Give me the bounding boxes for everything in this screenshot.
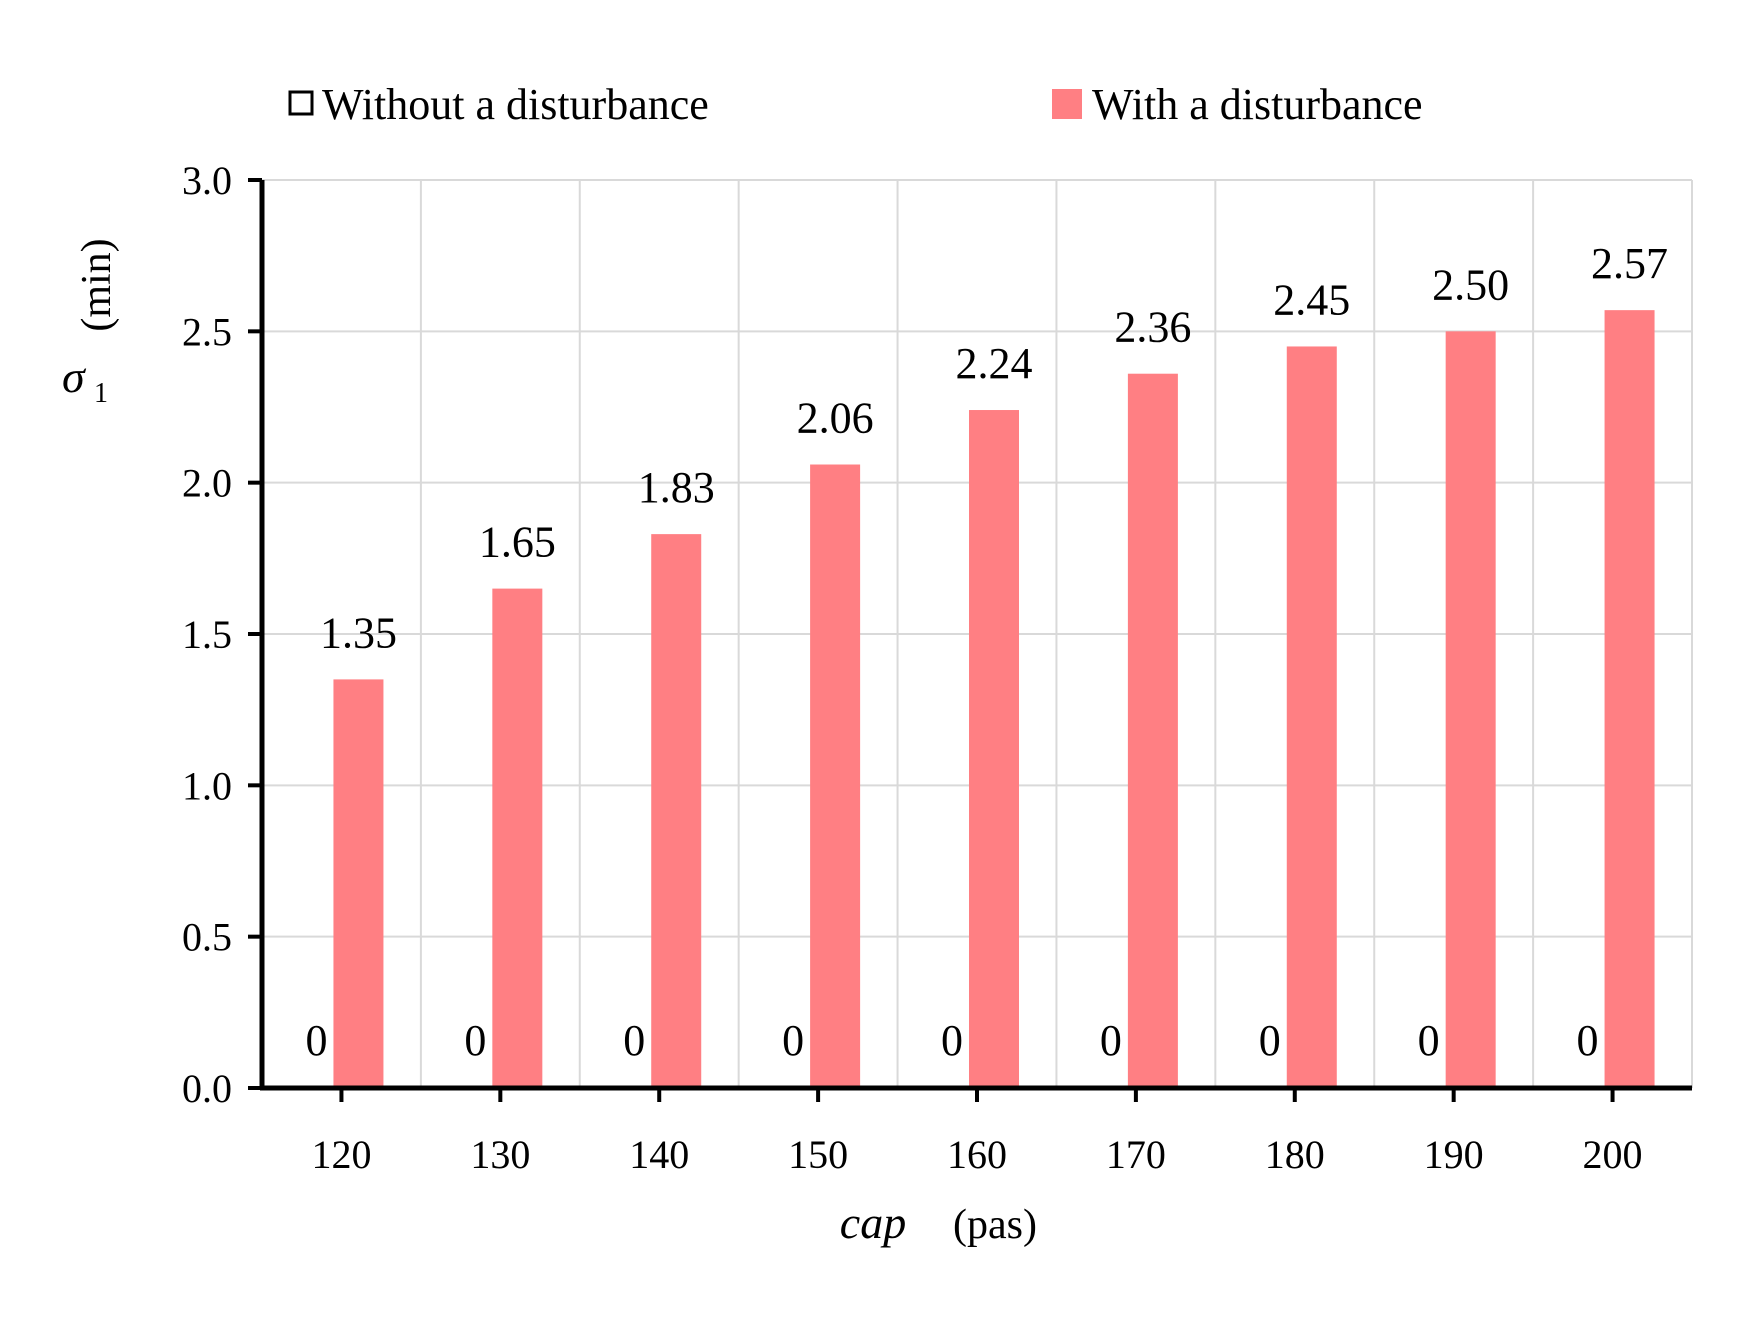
x-tick-label: 190 [1424, 1132, 1484, 1177]
data-label-with-disturbance: 2.24 [956, 339, 1033, 388]
y-tick-label: 1.5 [182, 612, 232, 657]
data-label-with-disturbance: 2.06 [797, 394, 874, 443]
x-axis-unit: (pas) [953, 1202, 1037, 1248]
y-tick-label: 0.0 [182, 1066, 232, 1111]
data-label-without-disturbance: 0 [1100, 1016, 1122, 1065]
y-axis-symbol: σ [62, 351, 87, 402]
y-tick-label: 2.0 [182, 461, 232, 506]
x-axis-variable: cap [840, 1197, 906, 1248]
y-axis-subscript: 1 [94, 378, 108, 409]
bar-with-disturbance [651, 534, 702, 1088]
x-axis-title: cap (pas) [840, 1197, 1037, 1248]
y-axis-title: (min) σ 1 [62, 238, 120, 409]
x-tick-label: 170 [1106, 1132, 1166, 1177]
bar-with-disturbance [492, 588, 543, 1088]
gridlines [262, 179, 1693, 1088]
data-label-with-disturbance: 2.36 [1114, 303, 1191, 352]
legend-label-with-disturbance: With a disturbance [1092, 80, 1423, 129]
x-tick-label: 120 [311, 1132, 371, 1177]
x-tick-label: 150 [788, 1132, 848, 1177]
bar-with-disturbance [1127, 373, 1178, 1088]
x-tick-label: 130 [470, 1132, 530, 1177]
data-label-with-disturbance: 1.83 [638, 463, 715, 512]
legend: Without a disturbance With a disturbance [288, 80, 1423, 129]
legend-swatch-with-disturbance [1052, 89, 1082, 119]
x-tick-label: 180 [1265, 1132, 1325, 1177]
data-label-with-disturbance: 2.45 [1273, 275, 1350, 324]
data-label-without-disturbance: 0 [464, 1016, 486, 1065]
data-label-without-disturbance: 0 [305, 1016, 327, 1065]
axes [248, 178, 1692, 1102]
data-label-with-disturbance: 1.65 [479, 518, 556, 567]
y-tick-label: 3.0 [182, 158, 232, 203]
bar-with-disturbance [333, 679, 384, 1088]
data-label-with-disturbance: 1.35 [320, 608, 397, 657]
data-label-without-disturbance: 0 [1259, 1016, 1281, 1065]
y-tick-label: 2.5 [182, 309, 232, 354]
x-tick-label: 200 [1583, 1132, 1643, 1177]
data-label-without-disturbance: 0 [623, 1016, 645, 1065]
y-tick-label: 1.0 [182, 763, 232, 808]
bars [333, 310, 1655, 1088]
bar-with-disturbance [1445, 331, 1496, 1088]
bar-with-disturbance [1604, 310, 1655, 1088]
data-labels: 0 1.35 0 1.65 0 1.83 0 2.06 0 2.24 0 2.36 0 2.45 0 2.50… [305, 239, 1668, 1065]
legend-swatch-without-disturbance [288, 90, 314, 116]
data-label-without-disturbance: 0 [1418, 1016, 1440, 1065]
bar-with-disturbance [969, 410, 1019, 1088]
bar-with-disturbance [1286, 346, 1337, 1088]
y-tick-label: 0.5 [182, 915, 232, 960]
legend-label-without-disturbance: Without a disturbance [322, 80, 709, 129]
data-label-without-disturbance: 0 [941, 1016, 963, 1065]
data-label-without-disturbance: 0 [782, 1016, 804, 1065]
data-label-without-disturbance: 0 [1577, 1016, 1599, 1065]
x-tick-label: 140 [629, 1132, 689, 1177]
x-tick-label: 160 [947, 1132, 1007, 1177]
y-axis-unit: (min) [74, 238, 120, 331]
data-label-with-disturbance: 2.50 [1432, 260, 1509, 309]
data-label-with-disturbance: 2.57 [1591, 239, 1668, 288]
tick-labels: 0.0 0.5 1.0 1.5 2.0 2.5 3.0 120 130 140 150 160 170 1… [182, 158, 1643, 1177]
bar-with-disturbance [810, 464, 861, 1088]
